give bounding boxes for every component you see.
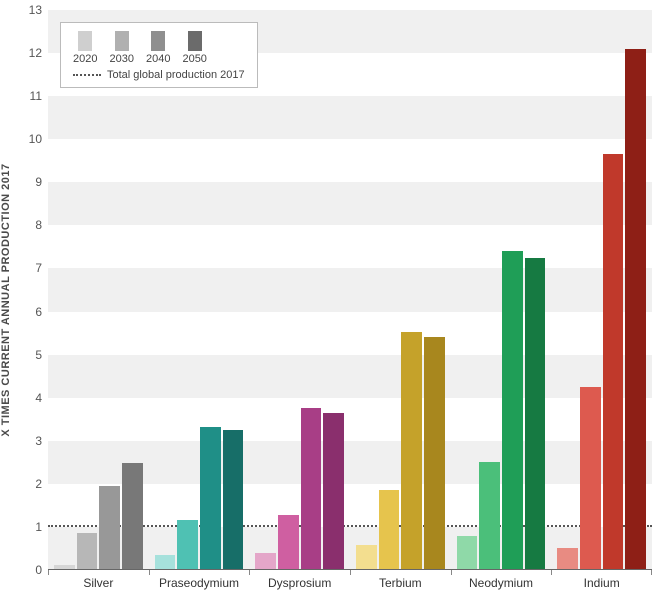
bar (99, 486, 120, 570)
legend-swatch (188, 31, 202, 51)
legend-baseline-label: Total global production 2017 (107, 69, 245, 81)
bar (479, 462, 500, 570)
y-tick-label: 4 (35, 391, 42, 405)
chart-legend: 2020 2030 2040 2050 Total global product… (60, 22, 258, 88)
legend-item-2050: 2050 (182, 31, 206, 65)
legend-label: 2050 (182, 53, 206, 65)
legend-swatch (78, 31, 92, 51)
x-tick-mark (651, 570, 652, 575)
x-axis-line (48, 569, 652, 570)
legend-item-2040: 2040 (146, 31, 170, 65)
bar (379, 490, 400, 570)
legend-series-row: 2020 2030 2040 2050 (73, 31, 245, 65)
bar (177, 520, 198, 570)
bar (122, 463, 143, 570)
legend-item-2020: 2020 (73, 31, 97, 65)
x-tick-label: Terbium (350, 576, 451, 590)
x-tick-label: Neodymium (451, 576, 552, 590)
y-tick-label: 13 (29, 3, 42, 17)
x-tick-mark (551, 570, 552, 575)
y-tick-label: 3 (35, 434, 42, 448)
x-tick-label: Silver (48, 576, 149, 590)
bar (502, 251, 523, 570)
bar (625, 49, 646, 570)
legend-label: 2040 (146, 53, 170, 65)
bar (356, 545, 377, 570)
x-tick-mark (48, 570, 49, 575)
legend-swatch (115, 31, 129, 51)
bar (200, 427, 221, 570)
bar (603, 154, 624, 570)
y-tick-label: 1 (35, 520, 42, 534)
x-tick-label: Indium (551, 576, 652, 590)
y-tick-label: 5 (35, 348, 42, 362)
x-tick-label: Dysprosium (249, 576, 350, 590)
bar (155, 555, 176, 570)
plot-area: 012345678910111213 SilverPraseodymiumDys… (48, 10, 652, 570)
bar (223, 430, 244, 570)
bars-group: SilverPraseodymiumDysprosiumTerbiumNeody… (48, 10, 652, 570)
legend-item-2030: 2030 (109, 31, 133, 65)
y-tick-label: 9 (35, 175, 42, 189)
y-tick-label: 7 (35, 261, 42, 275)
y-tick-label: 11 (30, 89, 42, 103)
category-group: Praseodymium (149, 10, 250, 570)
dashed-line-icon (73, 74, 101, 76)
bar (580, 387, 601, 570)
bar (525, 258, 546, 570)
category-group: Dysprosium (249, 10, 350, 570)
legend-swatch (151, 31, 165, 51)
legend-baseline-row: Total global production 2017 (73, 69, 245, 81)
bar (323, 413, 344, 570)
x-tick-mark (451, 570, 452, 575)
x-tick-mark (149, 570, 150, 575)
chart-container: X TIMES CURRENT ANNUAL PRODUCTION 2017 2… (0, 0, 662, 600)
legend-label: 2030 (109, 53, 133, 65)
bar (401, 332, 422, 570)
y-tick-label: 6 (35, 305, 42, 319)
bar (457, 536, 478, 570)
bar (77, 533, 98, 570)
bar (424, 337, 445, 570)
category-group: Silver (48, 10, 149, 570)
legend-label: 2020 (73, 53, 97, 65)
x-tick-label: Praseodymium (149, 576, 250, 590)
y-tick-label: 8 (35, 218, 42, 232)
category-group: Terbium (350, 10, 451, 570)
y-tick-label: 12 (29, 46, 42, 60)
y-tick-label: 2 (35, 477, 42, 491)
bar (557, 548, 578, 570)
y-tick-label: 10 (29, 132, 42, 146)
x-tick-mark (350, 570, 351, 575)
category-group: Indium (551, 10, 652, 570)
bar (255, 553, 276, 570)
bar (278, 515, 299, 570)
x-tick-mark (249, 570, 250, 575)
y-axis-title: X TIMES CURRENT ANNUAL PRODUCTION 2017 (0, 163, 12, 436)
bar (301, 408, 322, 570)
y-tick-label: 0 (35, 563, 42, 577)
category-group: Neodymium (451, 10, 552, 570)
